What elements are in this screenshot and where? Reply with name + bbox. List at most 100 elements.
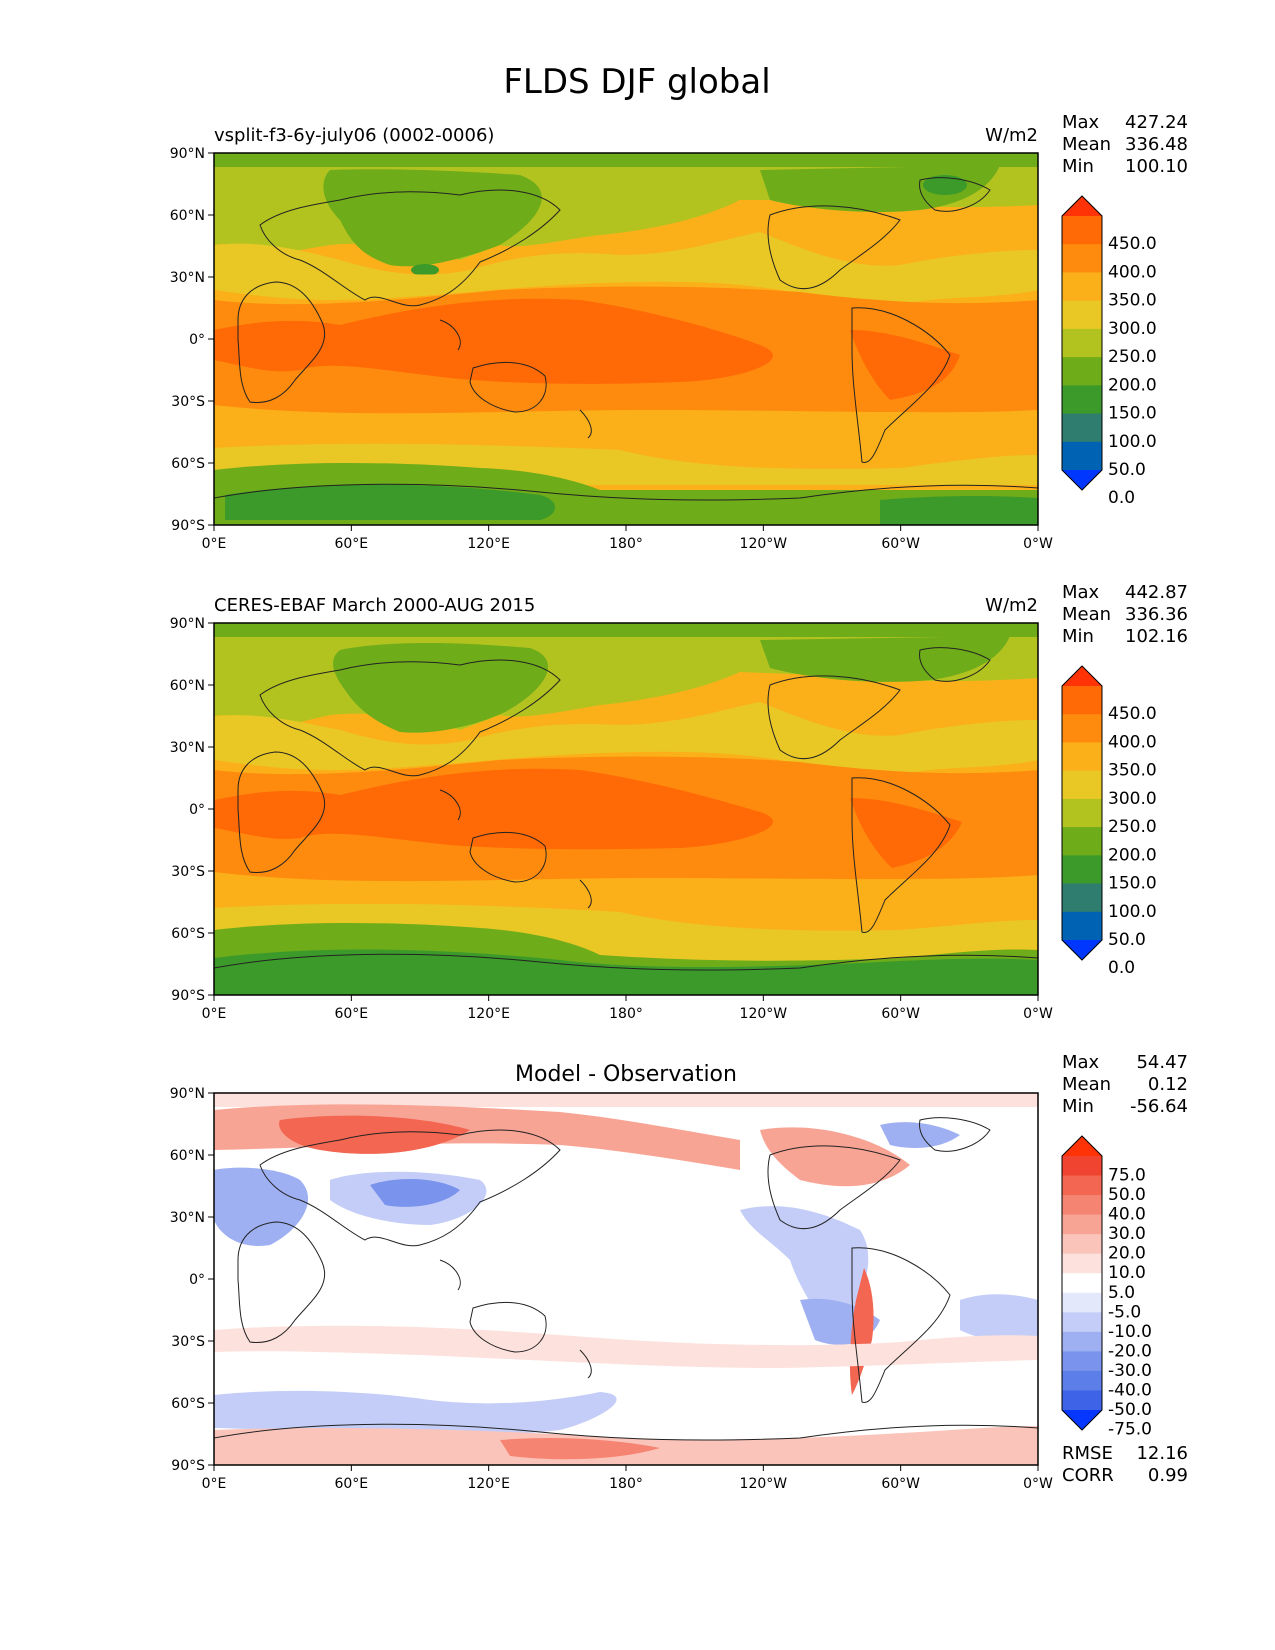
colorbar-outline — [1061, 195, 1103, 491]
lon-tick-label: 0°E — [202, 1006, 227, 1022]
colorbar-label: 100.0 — [1108, 902, 1157, 922]
colorbar-segment — [1062, 1175, 1102, 1196]
colorbar-label: 150.0 — [1108, 404, 1157, 424]
panel-title-model: vsplit-f3-6y-july06 (0002-0006) — [214, 125, 494, 146]
stat-label-min: Min — [1062, 1096, 1094, 1117]
error-metrics: RMSE 12.16 CORR 0.99 — [1062, 1443, 1188, 1486]
map-field-difference — [214, 1093, 1038, 1465]
colorbar-label: -20.0 — [1108, 1341, 1152, 1361]
stat-value-mean: 336.36 — [1125, 604, 1188, 625]
colorbar-label: 0.0 — [1108, 958, 1135, 978]
lon-tick-label: 0°W — [1023, 1006, 1053, 1022]
colorbar-label: 150.0 — [1108, 874, 1157, 894]
lon-tick-label: 0°E — [202, 536, 227, 552]
colorbar-segment — [1062, 385, 1102, 415]
stat-value-max: 442.87 — [1125, 582, 1188, 603]
colorbar-label: -40.0 — [1108, 1380, 1152, 1400]
metric-value-rmse: 12.16 — [1136, 1443, 1188, 1464]
colorbar-segment — [1062, 1292, 1102, 1313]
lat-tick-label: 60°N — [170, 208, 205, 224]
colorbar-label: 200.0 — [1108, 375, 1157, 395]
lat-tick-label: 0° — [189, 332, 205, 348]
colorbar-segment — [1062, 742, 1102, 772]
colorbar-segment — [1062, 244, 1102, 273]
colorbar-segment — [1062, 1273, 1102, 1294]
lon-tick-label: 0°E — [202, 1476, 227, 1492]
lon-tick-label: 60°W — [881, 536, 920, 552]
colorbar-segment — [1062, 686, 1102, 715]
colorbar-segment — [1062, 357, 1102, 386]
colorbar-segment — [1062, 1390, 1102, 1411]
lon-tick-label: 120°E — [467, 1006, 510, 1022]
colorbar-segment — [1062, 216, 1102, 245]
lon-tick-label: 0°W — [1023, 536, 1053, 552]
lat-tick-label: 30°N — [170, 270, 205, 286]
colorbar-segment — [1062, 328, 1102, 358]
colorbar-segment — [1062, 1234, 1102, 1255]
colorbar-segment — [1062, 1312, 1102, 1333]
coastlines — [214, 1117, 1038, 1441]
colorbar-segment — [1062, 770, 1102, 800]
metric-value-corr: 0.99 — [1148, 1465, 1188, 1486]
colorbar-label: 0.0 — [1108, 488, 1135, 508]
colorbar-segment — [1062, 1351, 1102, 1372]
panel-difference: Model - Observation — [170, 1052, 1188, 1492]
colorbar: 450.0 400.0 350.0 300.0 250.0 200.0 150.0 100.0… — [1061, 665, 1157, 978]
lon-tick-label: 180° — [609, 1006, 643, 1022]
stats-block: Max 442.87 Mean 336.36 Min 102.16 — [1062, 582, 1188, 647]
stat-label-mean: Mean — [1062, 604, 1111, 625]
lat-tick-label: 30°S — [171, 1334, 205, 1350]
stat-label-mean: Mean — [1062, 134, 1111, 155]
lon-tick-label: 60°E — [334, 1476, 368, 1492]
colorbar-extend-max — [1062, 666, 1102, 686]
colorbar-extend-min — [1062, 470, 1102, 490]
metric-label-corr: CORR — [1062, 1465, 1114, 1486]
stat-label-max: Max — [1062, 112, 1100, 133]
panel-model: vsplit-f3-6y-july06 (0002-0006) W/m2 — [170, 112, 1188, 552]
lat-tick-label: 90°N — [170, 146, 205, 162]
colorbar-segment — [1062, 798, 1102, 828]
lat-tick-label: 30°N — [170, 740, 205, 756]
colorbar-label: 50.0 — [1108, 460, 1146, 480]
panel-title-difference: Model - Observation — [515, 1062, 737, 1087]
colorbar-label: 50.0 — [1108, 1185, 1146, 1205]
lon-tick-label: 180° — [609, 536, 643, 552]
colorbar: 450.0 400.0 350.0 300.0 250.0 200.0 150.0 100.0… — [1061, 195, 1157, 508]
stats-block: Max 54.47 Mean 0.12 Min -56.64 — [1062, 1052, 1188, 1117]
lon-tick-label: 60°E — [334, 536, 368, 552]
colorbar-extend-max — [1062, 196, 1102, 216]
lat-tick-label: 0° — [189, 802, 205, 818]
stats-block: Max 427.24 Mean 336.48 Min 100.10 — [1062, 112, 1188, 177]
colorbar-segment — [1062, 1156, 1102, 1177]
stat-label-min: Min — [1062, 626, 1094, 647]
stat-label-mean: Mean — [1062, 1074, 1111, 1095]
map-field-model — [214, 153, 1038, 525]
map-axes: 90°N 60°N 30°N 0° 30°S 60°S 90°S 0°E 60°E 120°E 18… — [170, 616, 1053, 1022]
colorbar-segment — [1062, 1214, 1102, 1235]
colorbar-label: 400.0 — [1108, 262, 1157, 282]
colorbar-segment — [1062, 413, 1102, 443]
panel-observation: CERES-EBAF March 2000-AUG 2015 W/m2 — [170, 582, 1188, 1022]
colorbar-label: 250.0 — [1108, 817, 1157, 837]
stat-value-max: 54.47 — [1136, 1052, 1188, 1073]
colorbar-label: 20.0 — [1108, 1244, 1146, 1264]
colorbar-segment — [1062, 883, 1102, 913]
lat-tick-label: 30°S — [171, 864, 205, 880]
colorbar-label: 250.0 — [1108, 347, 1157, 367]
colorbar: 75.050.040.030.020.010.05.0-5.0-10.0-20.… — [1061, 1135, 1152, 1440]
lat-tick-label: 30°S — [171, 394, 205, 410]
stat-value-mean: 336.48 — [1125, 134, 1188, 155]
coastlines — [214, 647, 1038, 971]
lon-tick-label: 120°E — [467, 1476, 510, 1492]
lon-tick-label: 120°E — [467, 536, 510, 552]
colorbar-segment — [1062, 1370, 1102, 1391]
stat-label-max: Max — [1062, 582, 1100, 603]
colorbar-extend-min — [1062, 1410, 1102, 1430]
lon-tick-label: 120°W — [740, 536, 788, 552]
colorbar-label: 50.0 — [1108, 930, 1146, 950]
lon-tick-label: 60°W — [881, 1476, 920, 1492]
lat-tick-label: 0° — [189, 1272, 205, 1288]
colorbar-label: 350.0 — [1108, 761, 1157, 781]
map-axes: 90°N 60°N 30°N 0° 30°S 60°S 90°S 0°E 60°E 120°E 18… — [170, 1086, 1053, 1492]
